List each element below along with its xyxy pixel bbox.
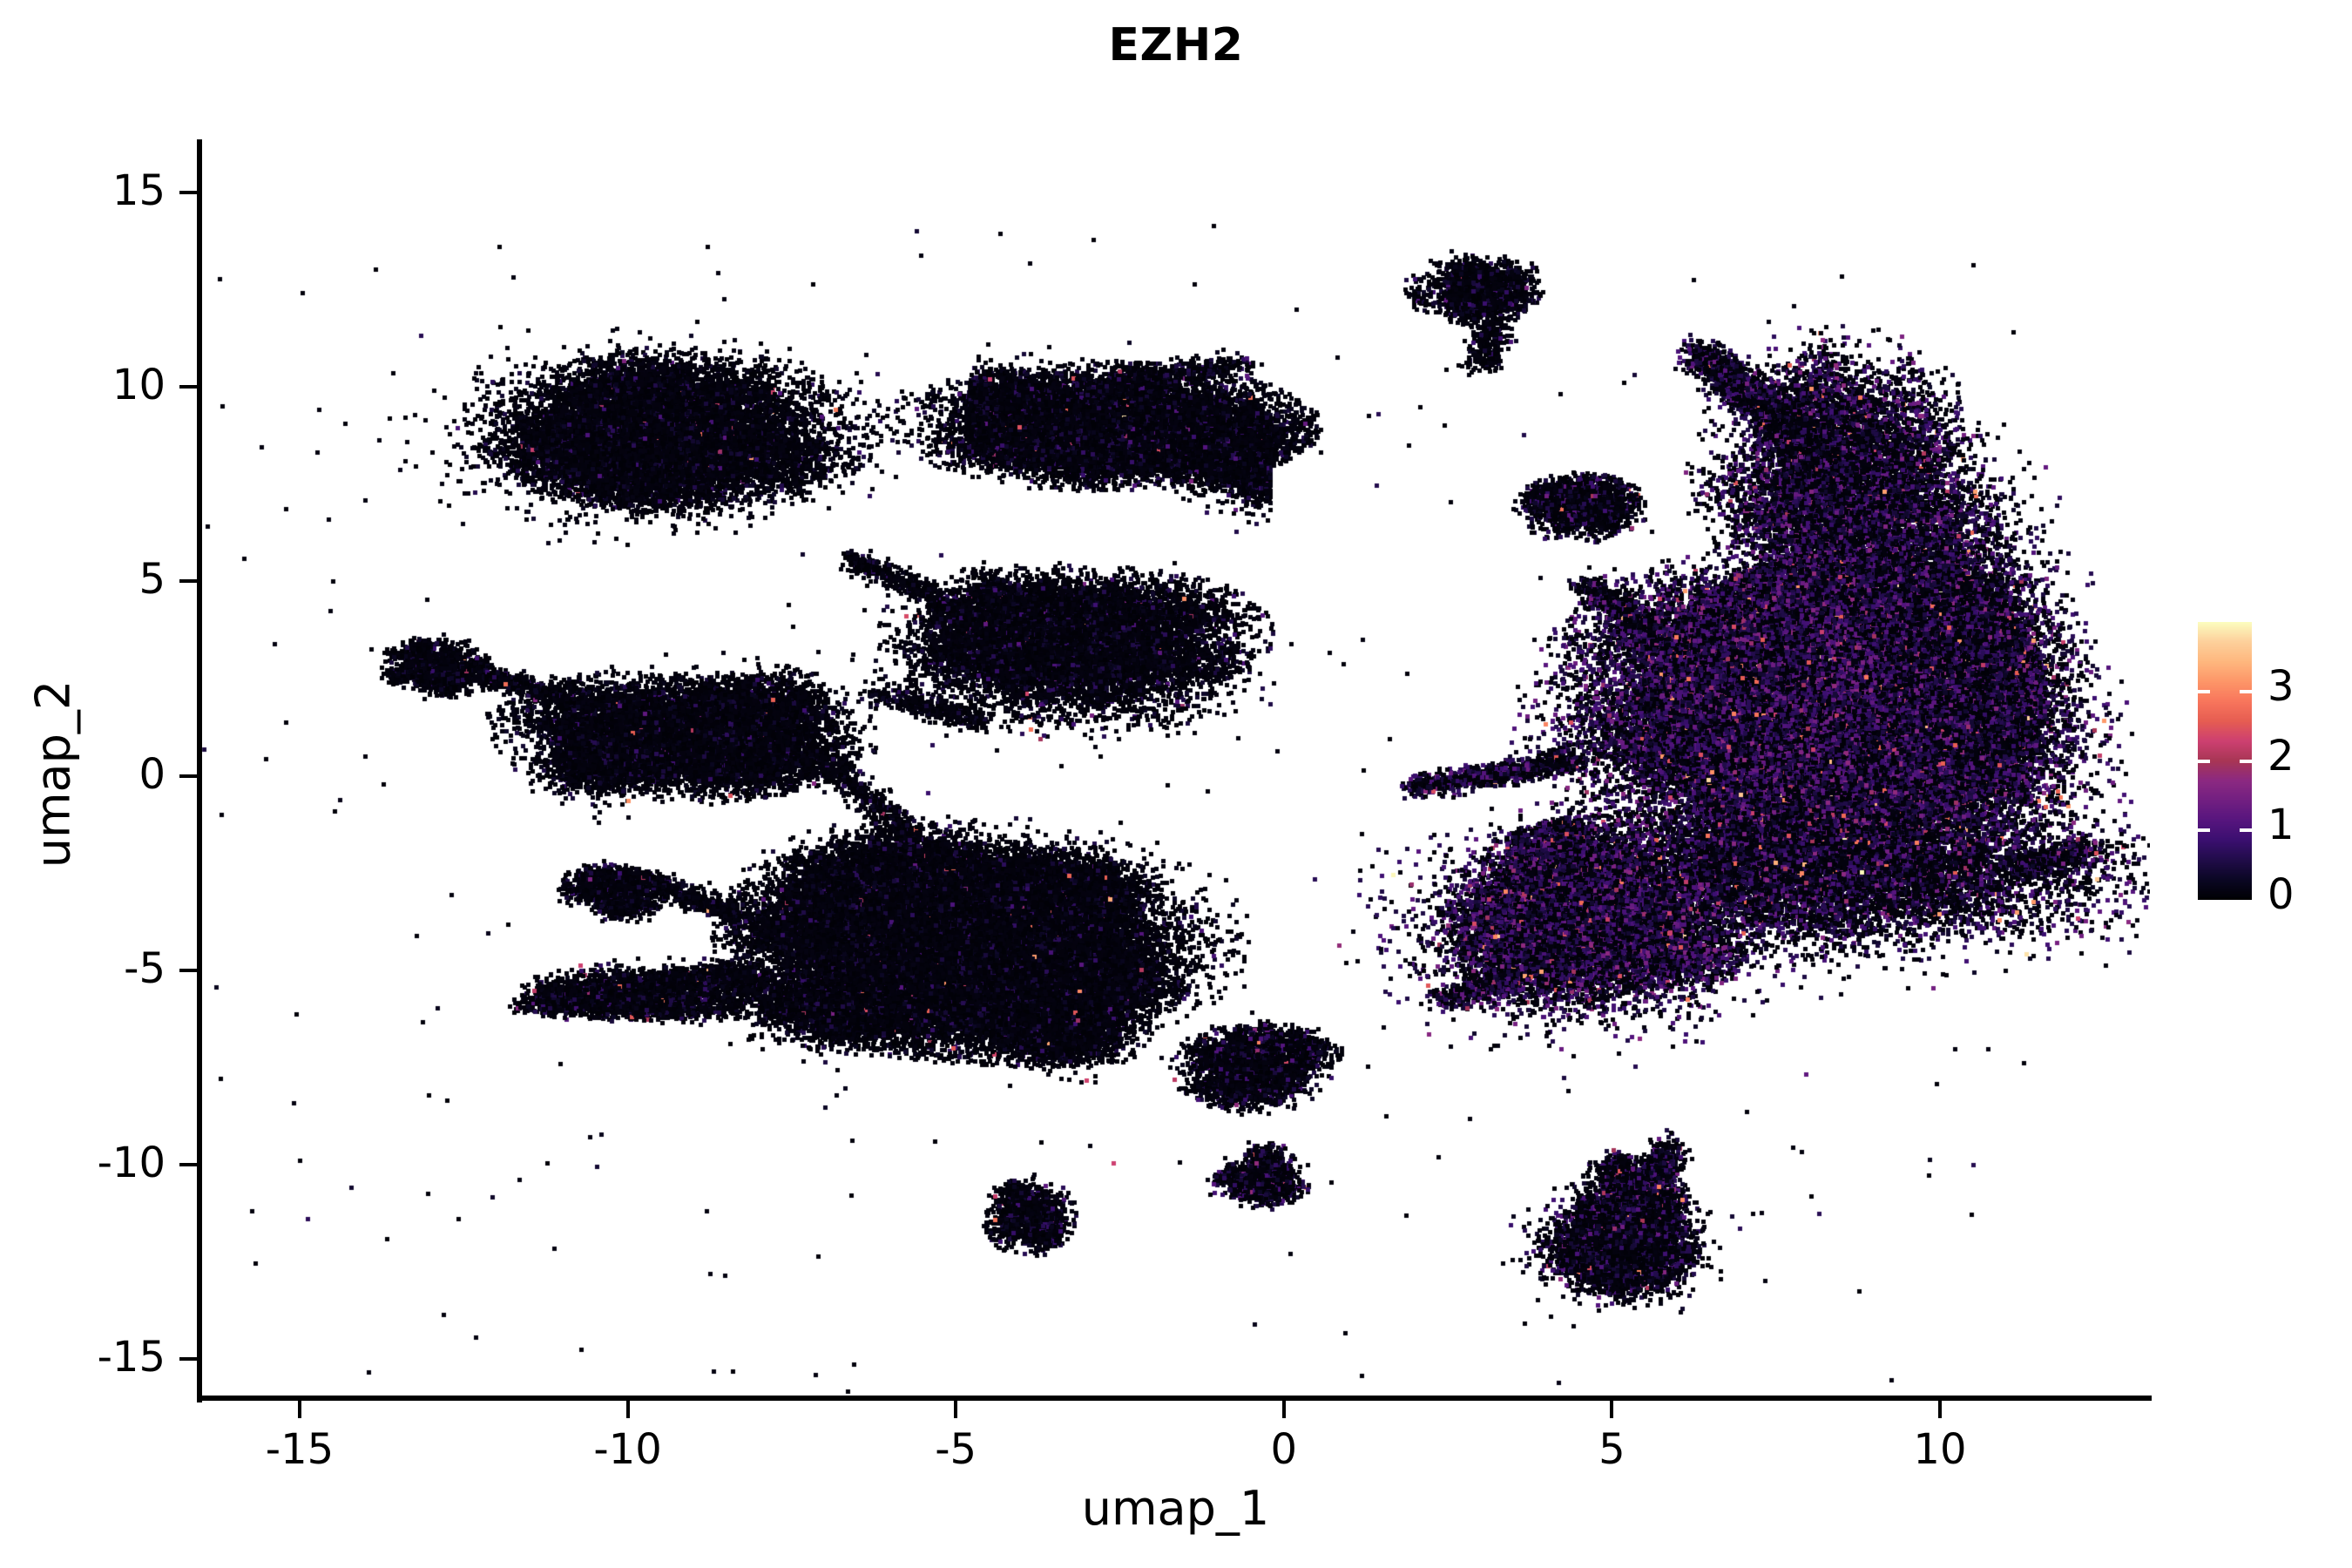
x-tick-mark <box>297 1401 301 1418</box>
colorbar-tick-mark <box>2198 828 2210 833</box>
umap-scatter-canvas[interactable] <box>201 142 2150 1398</box>
y-axis-label: umap_2 <box>25 679 81 868</box>
x-tick-mark <box>1610 1401 1614 1418</box>
x-tick-label: -10 <box>593 1425 662 1474</box>
x-tick-label: 0 <box>1270 1425 1298 1474</box>
colorbar-tick-label: 0 <box>2268 870 2295 919</box>
y-tick-label: -15 <box>97 1333 166 1382</box>
y-tick-label: -10 <box>97 1139 166 1188</box>
y-tick-mark <box>179 968 197 972</box>
y-tick-label: 5 <box>139 555 166 605</box>
y-tick-mark <box>179 774 197 778</box>
x-tick-mark <box>954 1401 958 1418</box>
y-tick-label: 0 <box>139 749 166 799</box>
y-tick-mark <box>179 1163 197 1167</box>
x-tick-label: -15 <box>265 1425 335 1474</box>
colorbar-tick-mark <box>2198 759 2210 763</box>
y-tick-mark <box>179 1357 197 1362</box>
x-tick-mark <box>1281 1401 1286 1418</box>
colorbar-tick-mark <box>2198 689 2210 693</box>
y-tick-mark <box>179 385 197 389</box>
colorbar-tick-label: 3 <box>2268 661 2295 711</box>
colorbar-tick-mark <box>2240 828 2252 833</box>
colorbar-tick-label: 1 <box>2268 801 2295 850</box>
y-tick-label: 10 <box>112 361 166 410</box>
x-tick-label: 10 <box>1913 1425 1967 1474</box>
y-tick-label: 15 <box>112 166 166 216</box>
x-tick-mark <box>1937 1401 1942 1418</box>
x-axis-spine <box>199 1396 2152 1401</box>
y-tick-label: -5 <box>124 943 166 993</box>
colorbar-tick-mark <box>2240 759 2252 763</box>
page-title: EZH2 <box>1108 19 1244 71</box>
x-tick-label: 5 <box>1598 1425 1625 1474</box>
y-axis-spine <box>197 139 202 1402</box>
y-tick-mark <box>179 579 197 584</box>
x-tick-mark <box>625 1401 630 1418</box>
x-tick-label: -5 <box>935 1425 977 1474</box>
colorbar-tick-label: 2 <box>2268 731 2295 781</box>
y-tick-mark <box>179 191 197 195</box>
plot-area[interactable] <box>201 142 2150 1398</box>
colorbar-tick-mark <box>2240 689 2252 693</box>
x-axis-label: umap_1 <box>1081 1481 1270 1536</box>
